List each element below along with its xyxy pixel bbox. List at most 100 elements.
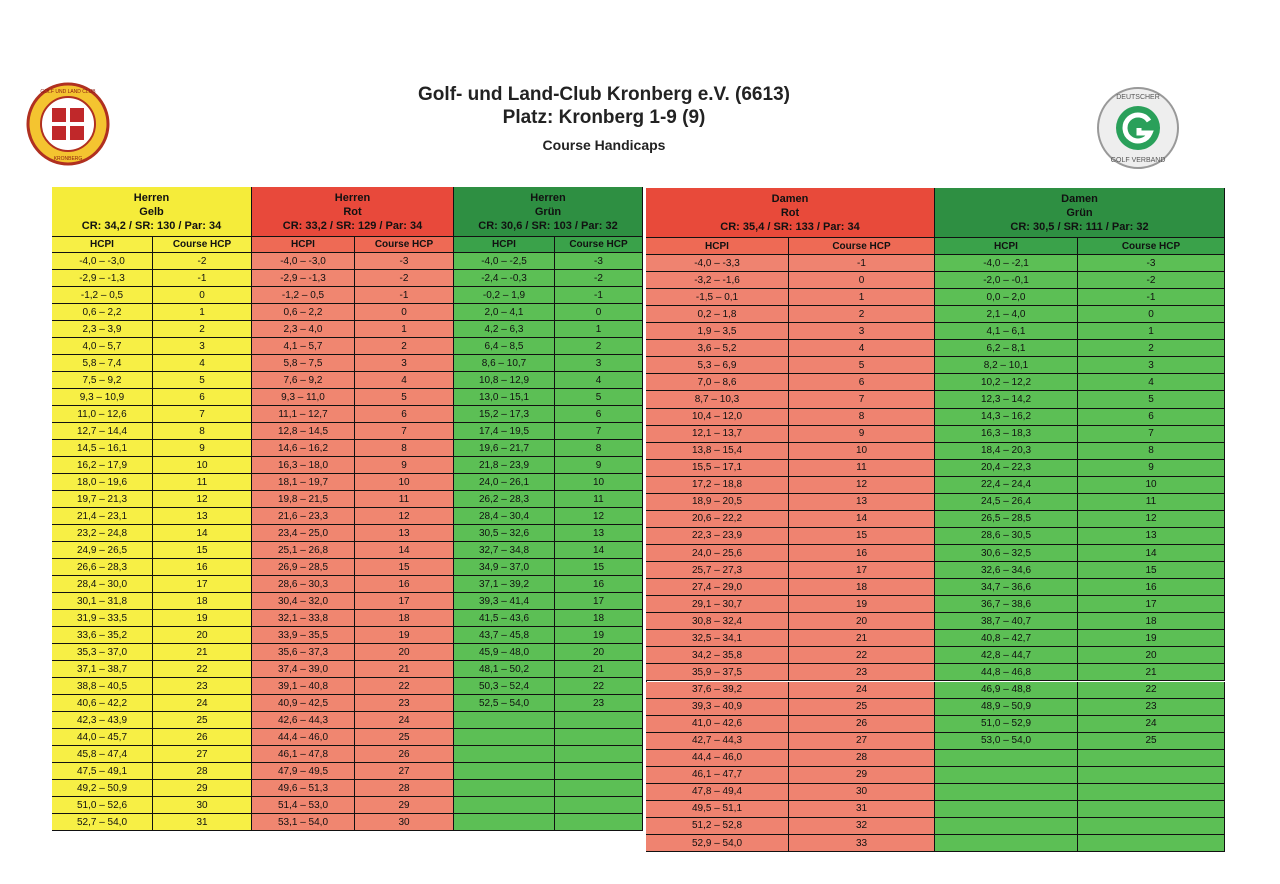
course-hcp: 29	[153, 780, 252, 797]
course-hcp: 3	[1078, 357, 1225, 375]
hcpi-range: 30,1 – 31,8	[52, 593, 153, 610]
course-hcp: 24	[153, 695, 252, 712]
course-hcp: 6	[789, 374, 935, 392]
course-hcp: 22	[789, 647, 935, 665]
hcpi-range: -4,0 – -3,0	[52, 253, 153, 270]
group-gender: Damen	[1061, 193, 1098, 205]
hcpi-range: 46,1 – 47,7	[646, 766, 789, 784]
hcpi-range: 33,6 – 35,2	[52, 627, 153, 644]
logo-text: DEUTSCHER	[1116, 94, 1160, 101]
course-hcp: 28	[153, 763, 252, 780]
course-hcp: 14	[555, 542, 643, 559]
group-rating: CR: 34,2 / SR: 130 / Par: 34	[81, 220, 222, 232]
course-hcp: 18	[1078, 613, 1225, 631]
hcpi-range: 11,0 – 12,6	[52, 406, 153, 423]
course-hcp: 7	[555, 423, 643, 440]
course-hcp: -2	[555, 270, 643, 287]
hcpi-range: 5,8 – 7,4	[52, 355, 153, 372]
column-header: HCPI	[252, 237, 355, 253]
group-tee: Rot	[780, 207, 800, 219]
course-hcp: 16	[789, 545, 935, 563]
hcpi-range: 0,0 – 2,0	[935, 289, 1078, 307]
hcpi-range: -2,4 – -0,3	[454, 270, 555, 287]
hcpi-range: -1,2 – 0,5	[252, 287, 355, 304]
empty-cell	[454, 797, 555, 814]
hcpi-range: 49,6 – 51,3	[252, 780, 355, 797]
empty-cell	[1078, 749, 1225, 767]
hcpi-range: 18,1 – 19,7	[252, 474, 355, 491]
empty-cell	[935, 749, 1078, 767]
course-hcp: -1	[1078, 289, 1225, 307]
course-hcp: 8	[789, 408, 935, 426]
course-hcp: 17	[355, 593, 454, 610]
course-hcp: 4	[355, 372, 454, 389]
hcpi-range: 46,9 – 48,8	[935, 681, 1078, 699]
course-hcp: 25	[1078, 732, 1225, 750]
column-header: Course HCP	[153, 237, 252, 253]
group-gender: Damen	[771, 193, 809, 205]
hcpi-range: 2,1 – 4,0	[935, 306, 1078, 324]
course-hcp: -3	[355, 253, 454, 270]
hcpi-range: -2,9 – -1,3	[252, 270, 355, 287]
course-hcp: 20	[789, 613, 935, 631]
hcpi-range: 40,6 – 42,2	[52, 695, 153, 712]
course-hcp: 0	[355, 304, 454, 321]
course-hcp: 11	[789, 459, 935, 477]
hcpi-range: 41,5 – 43,6	[454, 610, 555, 627]
hcpi-range: 15,2 – 17,3	[454, 406, 555, 423]
hcpi-range: 13,0 – 15,1	[454, 389, 555, 406]
title: Golf- und Land-Club Kronberg e.V. (6613)	[418, 84, 790, 105]
course-hcp: 8	[555, 440, 643, 457]
course-hcp: 5	[1078, 391, 1225, 409]
hcpi-range: 52,7 – 54,0	[52, 814, 153, 831]
hcpi-range: 37,1 – 38,7	[52, 661, 153, 678]
hcpi-range: 17,2 – 18,8	[646, 476, 789, 494]
hcpi-range: 24,5 – 26,4	[935, 493, 1078, 511]
course-hcp: 9	[555, 457, 643, 474]
hcpi-range: 34,7 – 36,6	[935, 579, 1078, 597]
hcpi-range: 32,5 – 34,1	[646, 630, 789, 648]
hcpi-range: 46,1 – 47,8	[252, 746, 355, 763]
hcpi-range: 16,3 – 18,0	[252, 457, 355, 474]
hcpi-range: 14,5 – 16,1	[52, 440, 153, 457]
club-logo: GOLF UND LAND CLUB KRONBERG	[26, 82, 110, 166]
course-hcp: 7	[1078, 425, 1225, 443]
hcpi-range: 18,4 – 20,3	[935, 442, 1078, 460]
empty-cell	[555, 746, 643, 763]
course-hcp: 23	[789, 664, 935, 682]
course-hcp: 22	[1078, 681, 1225, 699]
group-tee: Rot	[343, 206, 362, 218]
course-hcp: 20	[1078, 647, 1225, 665]
course-hcp: 4	[1078, 374, 1225, 392]
course-hcp: 0	[153, 287, 252, 304]
hcpi-range: 51,2 – 52,8	[646, 817, 789, 836]
empty-cell	[454, 780, 555, 797]
hcpi-range: 40,8 – 42,7	[935, 630, 1078, 648]
course-hcp: 22	[555, 678, 643, 695]
course-hcp: 16	[153, 559, 252, 576]
hcpi-range: 18,9 – 20,5	[646, 493, 789, 511]
hcpi-range: 29,1 – 30,7	[646, 596, 789, 614]
hcpi-range: 53,0 – 54,0	[935, 732, 1078, 750]
hcpi-range: 28,4 – 30,4	[454, 508, 555, 525]
hcpi-range: 5,8 – 7,5	[252, 355, 355, 372]
course-hcp: 6	[355, 406, 454, 423]
hcpi-range: 1,9 – 3,5	[646, 323, 789, 341]
course-hcp: 27	[789, 732, 935, 750]
hcpi-range: -3,2 – -1,6	[646, 272, 789, 290]
hcpi-range: -4,0 – -3,0	[252, 253, 355, 270]
course-hcp: 6	[1078, 408, 1225, 426]
course-hcp: 31	[153, 814, 252, 831]
hcpi-range: 34,9 – 37,0	[454, 559, 555, 576]
course-hcp: 4	[153, 355, 252, 372]
course-hcp: -1	[153, 270, 252, 287]
hcpi-range: 0,6 – 2,2	[52, 304, 153, 321]
course-hcp: 18	[153, 593, 252, 610]
hcpi-range: 9,3 – 11,0	[252, 389, 355, 406]
hcpi-range: 28,6 – 30,3	[252, 576, 355, 593]
course-hcp: 10	[355, 474, 454, 491]
course-hcp: 13	[355, 525, 454, 542]
empty-cell	[1078, 835, 1225, 853]
empty-cell	[555, 797, 643, 814]
group-gender: Herren	[133, 192, 170, 204]
